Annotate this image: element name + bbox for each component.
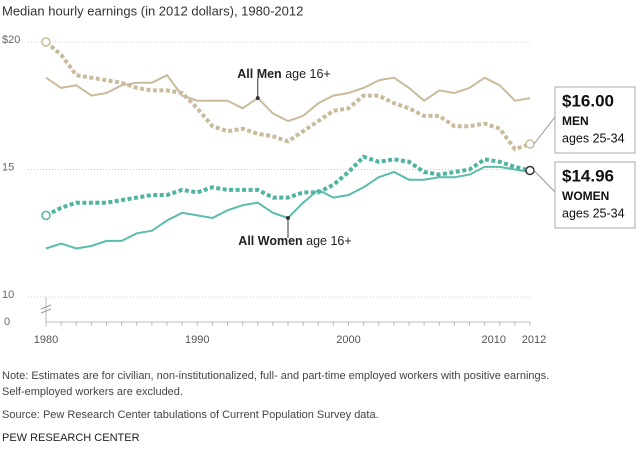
x-tick-label: 1980 [34, 334, 58, 346]
series-detail: ages 25-34 [562, 131, 625, 145]
end-marker [525, 139, 535, 149]
x-tick-label: 1990 [185, 334, 209, 346]
value-label: $14.96 [562, 166, 614, 185]
box-pointer [533, 116, 556, 145]
series-name: WOMEN [562, 189, 609, 203]
end-marker [525, 165, 535, 176]
annotation-dot [255, 96, 260, 101]
label-box [554, 86, 636, 154]
annotation-detail: age 16+ [306, 234, 352, 248]
chart-title: Median hourly earnings (in 2012 dollars)… [2, 3, 303, 18]
y-tick-label: 10 [2, 289, 14, 301]
label-box [554, 161, 636, 229]
x-tick-label: 2000 [336, 334, 360, 346]
y-tick-label: 15 [2, 161, 14, 173]
y-tick-label: 0 [4, 316, 10, 328]
series-name: MEN [562, 114, 589, 128]
annotation: All Men age 16+ [237, 67, 330, 81]
x-tick-label: 2010 [482, 334, 506, 346]
annotation: All Women age 16+ [238, 234, 351, 248]
dashed-line [45, 154, 531, 218]
y-tick-label: $20 [2, 34, 20, 46]
annotation-name: All Women [238, 234, 302, 248]
annotation-detail: age 16+ [285, 67, 331, 81]
axis-break [40, 304, 52, 314]
annotation-name: All Men [237, 67, 281, 81]
note: Note: Estimates are for civilian, non-in… [2, 370, 549, 382]
x-tick-label: 2012 [522, 334, 546, 346]
note: Self-employed workers are excluded. [2, 386, 183, 398]
start-marker [41, 210, 51, 221]
line [45, 73, 531, 123]
dashed-line [44, 40, 531, 152]
value-label: $16.00 [562, 91, 614, 110]
start-marker [41, 37, 51, 47]
annotation-dot [286, 215, 290, 220]
footer: PEW RESEARCH CENTER [2, 432, 140, 444]
box-pointer [533, 170, 556, 193]
series-detail: ages 25-34 [562, 206, 625, 220]
source: Source: Pew Research Center tabulations … [2, 409, 379, 421]
